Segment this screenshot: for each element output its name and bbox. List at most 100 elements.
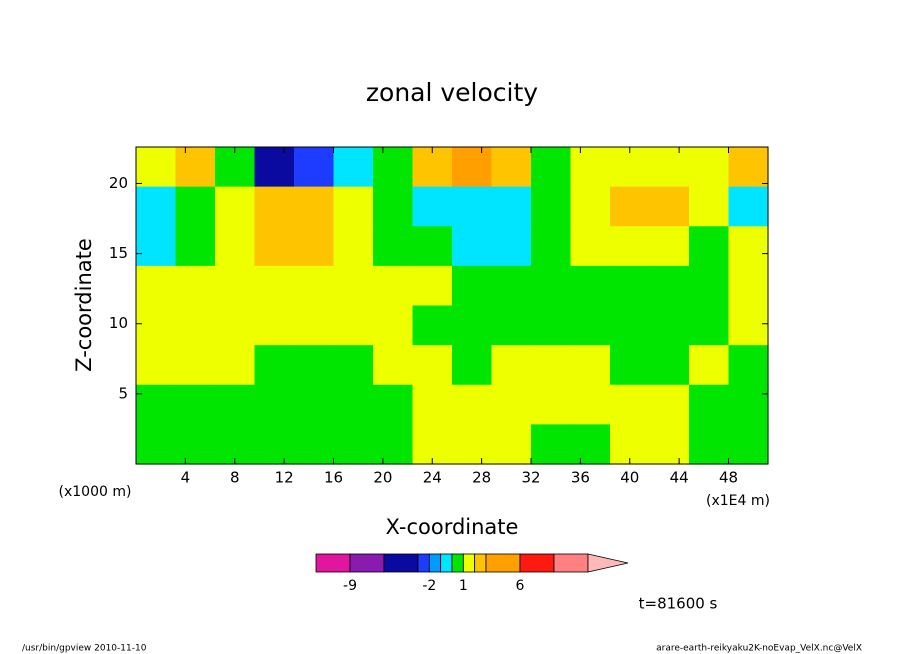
field-cell — [136, 305, 177, 346]
field-cell — [531, 384, 572, 425]
field-cell — [728, 226, 769, 267]
y-tick-label: 10 — [109, 314, 128, 332]
x-axis-label: X-coordinate — [386, 515, 519, 539]
field-cell — [728, 147, 769, 188]
field-cell — [412, 265, 453, 307]
field-cell — [570, 265, 611, 307]
field-cell — [136, 384, 177, 425]
field-cell — [215, 226, 256, 267]
colorbar-tick-label: 6 — [516, 578, 525, 594]
field-cell — [570, 384, 611, 425]
field-cell — [254, 265, 295, 307]
field-cell — [175, 305, 216, 346]
colorbar-tick-label: -2 — [422, 578, 436, 594]
colorbar-box — [553, 553, 589, 573]
field-cell — [570, 305, 611, 346]
field-cell — [373, 305, 414, 346]
x-tick-label: 4 — [181, 469, 191, 487]
colorbar-box — [349, 553, 385, 573]
field-cell — [610, 384, 651, 425]
field-cell — [570, 424, 611, 465]
field-cell — [136, 345, 177, 386]
y-axis-label: Z-coordinate — [72, 238, 96, 372]
field-cell — [175, 186, 216, 227]
x-tick-label: 36 — [571, 469, 590, 487]
field-cell — [254, 384, 295, 425]
field-cell — [333, 424, 374, 465]
field-cell — [531, 345, 572, 386]
x-tick-label: 12 — [275, 469, 294, 487]
field-cell — [649, 424, 690, 465]
x-tick-label: 20 — [373, 469, 392, 487]
y-tick-label: 20 — [109, 174, 128, 192]
field-cell — [215, 384, 256, 425]
field-cell — [728, 345, 769, 386]
field-cell — [333, 345, 374, 386]
field-cell — [215, 305, 256, 346]
field-cell — [136, 226, 177, 267]
field-cell — [491, 226, 532, 267]
field-cell — [136, 265, 177, 307]
colorbar-box — [462, 553, 476, 573]
field-cell — [175, 226, 216, 267]
field-cell — [333, 384, 374, 425]
field-cell — [373, 345, 414, 386]
x-tick-label: 8 — [230, 469, 240, 487]
field-cell — [531, 265, 572, 307]
field-cell — [689, 424, 730, 465]
field-cell — [728, 265, 769, 307]
x-tick-label: 48 — [719, 469, 738, 487]
time-label: t=81600 s — [639, 595, 718, 613]
field-cell — [452, 424, 493, 465]
field-cell — [175, 384, 216, 425]
field-cell — [333, 186, 374, 227]
field-cell — [254, 186, 295, 227]
field-cell — [689, 305, 730, 346]
field-cell — [452, 186, 493, 227]
field-cell — [491, 147, 532, 188]
field-cell — [610, 305, 651, 346]
field-cell — [649, 265, 690, 307]
field-cell — [689, 147, 730, 188]
field-cell — [649, 147, 690, 188]
field-cell — [254, 345, 295, 386]
plot-frame — [135, 146, 769, 465]
field-cell — [610, 226, 651, 267]
footer-right: arare-earth-reikyaku2K-noEvap_VelX.nc@Ve… — [656, 644, 862, 654]
field-cell — [531, 147, 572, 188]
field-cell — [531, 305, 572, 346]
field-cell — [294, 147, 335, 188]
colorbar-box — [451, 553, 464, 573]
field-cell — [531, 186, 572, 227]
field-cell — [175, 147, 216, 188]
field-cell — [452, 147, 493, 188]
x-tick-label: 40 — [620, 469, 639, 487]
field-cell — [136, 147, 177, 188]
field-cell — [175, 345, 216, 386]
field-cell — [452, 226, 493, 267]
field-cell — [531, 226, 572, 267]
colorbar-box — [519, 553, 555, 573]
field-cell — [570, 226, 611, 267]
x-tick-label: 16 — [324, 469, 343, 487]
field-cell — [254, 424, 295, 465]
field-cell — [570, 147, 611, 188]
field-cell — [254, 305, 295, 346]
field — [136, 147, 769, 465]
field-cell — [294, 265, 335, 307]
field-cell — [412, 305, 453, 346]
field-cell — [689, 384, 730, 425]
field-cell — [294, 226, 335, 267]
field-cell — [136, 424, 177, 465]
footer-left: /usr/bin/gpview 2010-11-10 — [22, 644, 147, 654]
field-cell — [689, 265, 730, 307]
field-cell — [412, 384, 453, 425]
field-cell — [294, 345, 335, 386]
y-tick-label: 5 — [118, 384, 128, 402]
field-cell — [412, 186, 453, 227]
x-unit-right: (x1E4 m) — [706, 493, 770, 509]
field-cell — [294, 384, 335, 425]
field-cell — [570, 186, 611, 227]
field-cell — [649, 345, 690, 386]
field-cell — [491, 186, 532, 227]
